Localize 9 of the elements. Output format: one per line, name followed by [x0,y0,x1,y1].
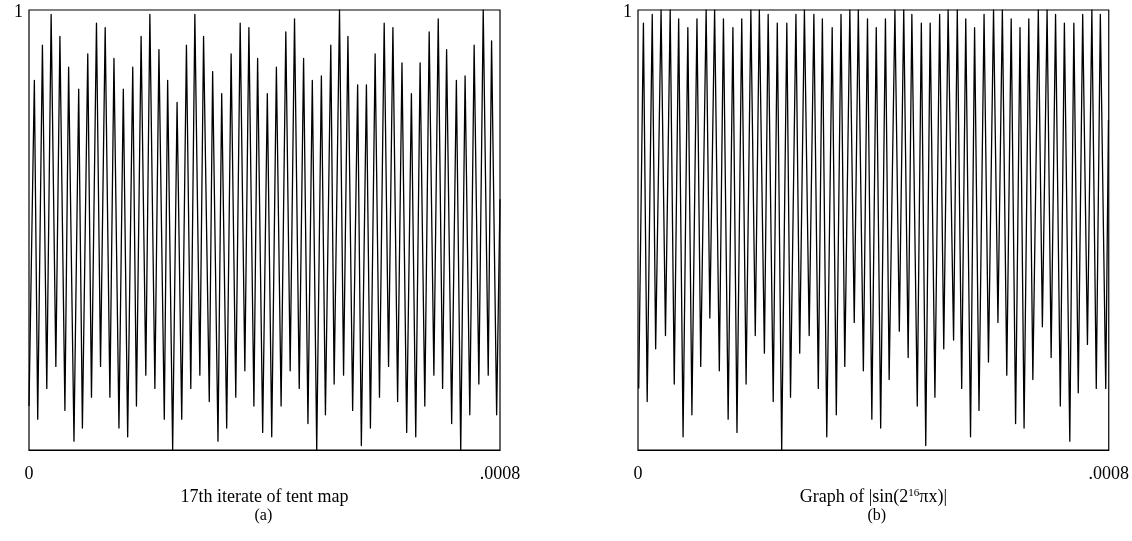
x-tick-label: .0008 [479,463,521,483]
text: 1 [623,1,632,21]
text: 1 [14,1,23,21]
x-axis-title: 17th iterate of tent map [180,485,349,506]
x-tick-label: .0008 [1088,463,1129,483]
x-tick-label: 0 [24,463,34,483]
text: (b) [867,505,887,524]
x-tick-label: 0 [633,463,643,483]
text: (a) [254,505,273,524]
